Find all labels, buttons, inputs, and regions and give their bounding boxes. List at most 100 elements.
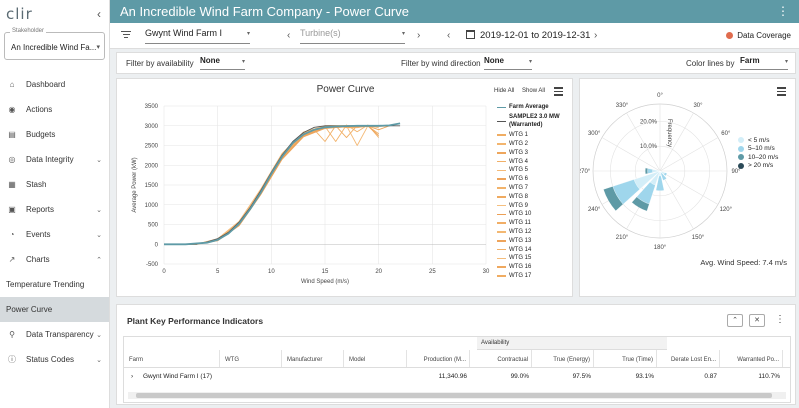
legend-item[interactable]: WTG 10 xyxy=(497,210,572,219)
polar-spoke xyxy=(601,137,661,172)
sidebar-item-power-curve[interactable]: Power Curve xyxy=(0,297,109,322)
legend-label: WTG 2 xyxy=(509,140,528,147)
chart-menu-icon[interactable] xyxy=(777,87,786,98)
chevron-down-icon: ▾ xyxy=(96,44,100,51)
calendar-icon[interactable] xyxy=(466,30,475,39)
legend-item[interactable]: WTG 1 xyxy=(497,131,572,140)
legend-swatch xyxy=(497,240,506,242)
direction-filter-value: None xyxy=(484,56,504,65)
sidebar-item-label: Stash xyxy=(26,180,47,189)
legend-swatch xyxy=(497,231,506,233)
hide-all-button[interactable]: Hide All xyxy=(494,88,515,94)
scrollbar-thumb[interactable] xyxy=(136,393,772,398)
legend-item[interactable]: WTG 6 xyxy=(497,175,572,184)
column-header-contractual[interactable]: Contractual xyxy=(470,350,532,367)
legend-item[interactable]: WTG 15 xyxy=(497,254,572,263)
legend-item[interactable]: WTG 12 xyxy=(497,228,572,237)
more-options-icon[interactable]: ⋮ xyxy=(777,4,789,18)
y-tick-label: 1000 xyxy=(145,203,159,209)
legend-item[interactable]: 10–20 m/s xyxy=(738,153,778,162)
column-header-true-energy[interactable]: True (Energy) xyxy=(532,350,594,367)
sidebar-item-charts[interactable]: ↗ Charts ⌃ xyxy=(0,247,109,272)
legend-item[interactable]: WTG 9 xyxy=(497,201,572,210)
legend-item[interactable]: WTG 16 xyxy=(497,263,572,272)
legend-label: SAMPLE2 3.0 MW (Warranted) xyxy=(509,114,560,129)
chart-filter-bar: Filter by availability None ▾ Filter by … xyxy=(116,52,796,74)
collapse-sidebar-button[interactable]: ‹ xyxy=(97,7,101,21)
sidebar-item-events[interactable]: ◔ Events ⌄ xyxy=(0,222,109,247)
color-lines-select[interactable]: Farm ▾ xyxy=(740,56,788,70)
legend-item[interactable]: WTG 2 xyxy=(497,140,572,149)
coverage-status-dot xyxy=(726,32,734,39)
horizontal-scrollbar[interactable] xyxy=(128,392,786,399)
farm-select[interactable]: Gwynt Wind Farm I ▾ xyxy=(145,28,250,44)
chart-menu-icon[interactable] xyxy=(554,87,563,98)
farm-select-value: Gwynt Wind Farm I xyxy=(145,28,223,38)
x-tick-label: 10 xyxy=(268,269,275,275)
sidebar-item-label: Data Integrity xyxy=(26,155,74,164)
search-icon: ⚲ xyxy=(9,330,15,339)
legend-label: WTG 12 xyxy=(509,228,532,235)
sidebar-item-temperature-trending[interactable]: Temperature Trending xyxy=(0,272,109,297)
column-header-manufacturer[interactable]: Manufacturer xyxy=(282,350,344,367)
legend-item[interactable]: WTG 17 xyxy=(497,272,572,281)
legend-item[interactable]: WTG 8 xyxy=(497,192,572,201)
legend-label: Farm Average xyxy=(509,104,549,111)
legend-controls: Hide All Show All xyxy=(494,88,551,94)
expand-button[interactable]: ⌃ xyxy=(727,314,743,327)
legend-item[interactable]: WTG 11 xyxy=(497,219,572,228)
sidebar-item-dashboard[interactable]: ⌂ Dashboard xyxy=(0,72,109,97)
data-coverage-toggle[interactable]: Data Coverage xyxy=(726,31,791,40)
column-header-model[interactable]: Model xyxy=(344,350,407,367)
legend-item[interactable]: 5–10 m/s xyxy=(738,145,778,154)
sidebar-item-actions[interactable]: ◉ Actions xyxy=(0,97,109,122)
budget-icon: ▤ xyxy=(8,130,16,139)
polar-spoke xyxy=(659,137,719,172)
next-date-button[interactable]: › xyxy=(594,30,598,41)
legend-item[interactable]: WTG 14 xyxy=(497,245,572,254)
show-all-button[interactable]: Show All xyxy=(522,88,546,94)
legend-label: 10–20 m/s xyxy=(748,153,779,161)
next-turbine-button[interactable]: › xyxy=(417,30,421,41)
column-header-derate-lost-energy[interactable]: Derate Lost En... xyxy=(657,350,720,367)
legend-item[interactable]: Farm Average xyxy=(497,103,572,112)
legend-item[interactable]: WTG 3 xyxy=(497,148,572,157)
sidebar-item-status-codes[interactable]: ⓘ Status Codes ⌄ xyxy=(0,347,109,372)
direction-filter-select[interactable]: None ▾ xyxy=(484,56,532,70)
column-header-warranted-power[interactable]: Warranted Po... xyxy=(720,350,783,367)
row-expand-icon[interactable]: › xyxy=(131,373,134,380)
close-icon[interactable]: ✕ xyxy=(749,314,765,327)
column-header-farm[interactable]: Farm xyxy=(124,350,220,367)
column-header-wtg[interactable]: WTG xyxy=(220,350,282,367)
prev-turbine-button[interactable]: ‹ xyxy=(287,30,291,41)
legend-item[interactable]: < 5 m/s xyxy=(738,136,778,145)
sidebar-item-reports[interactable]: ▣ Reports ⌄ xyxy=(0,197,109,222)
availability-filter-select[interactable]: None ▾ xyxy=(200,56,245,70)
angular-tick-label: 180° xyxy=(654,245,667,251)
date-range[interactable]: 2019-12-01 to 2019-12-31 xyxy=(480,30,591,41)
turbine-select[interactable]: Turbine(s) ▾ xyxy=(300,28,405,44)
column-header-true-time[interactable]: True (Time) xyxy=(594,350,657,367)
column-header-production[interactable]: Production (M... xyxy=(407,350,470,367)
legend-item[interactable]: WTG 5 xyxy=(497,166,572,175)
legend-item[interactable]: WTG 7 xyxy=(497,184,572,193)
sidebar-item-data-transparency[interactable]: ⚲ Data Transparency ⌄ xyxy=(0,322,109,347)
filter-icon[interactable] xyxy=(121,31,131,40)
legend-item[interactable]: WTG 4 xyxy=(497,157,572,166)
sidebar-item-stash[interactable]: ▦ Stash xyxy=(0,172,109,197)
legend-item[interactable]: > 20 m/s xyxy=(738,162,778,171)
sidebar: clir ‹ Stakeholder An Incredible Wind Fa… xyxy=(0,0,110,408)
sidebar-item-data-integrity[interactable]: ◎ Data Integrity ⌄ xyxy=(0,147,109,172)
legend-item[interactable]: WTG 13 xyxy=(497,236,572,245)
legend-item[interactable]: SAMPLE2 3.0 MW (Warranted) xyxy=(497,112,572,131)
more-options-icon[interactable]: ⋮ xyxy=(775,314,785,325)
sidebar-item-budgets[interactable]: ▤ Budgets xyxy=(0,122,109,147)
stakeholder-select[interactable]: Stakeholder An Incredible Wind Fa... ▾ xyxy=(4,28,105,60)
wind-rose-panel: 0° 30° 60° 90° 120° 150° 180° 210° 240° 270° 300° 3… xyxy=(579,78,796,297)
wind-rose-sector xyxy=(652,169,661,173)
prev-date-button[interactable]: ‹ xyxy=(447,30,451,41)
wind-rose-sector xyxy=(633,170,661,190)
wind-rose-sector xyxy=(655,170,665,192)
legend-label: > 20 m/s xyxy=(748,162,774,170)
legend-label: WTG 17 xyxy=(509,272,532,279)
